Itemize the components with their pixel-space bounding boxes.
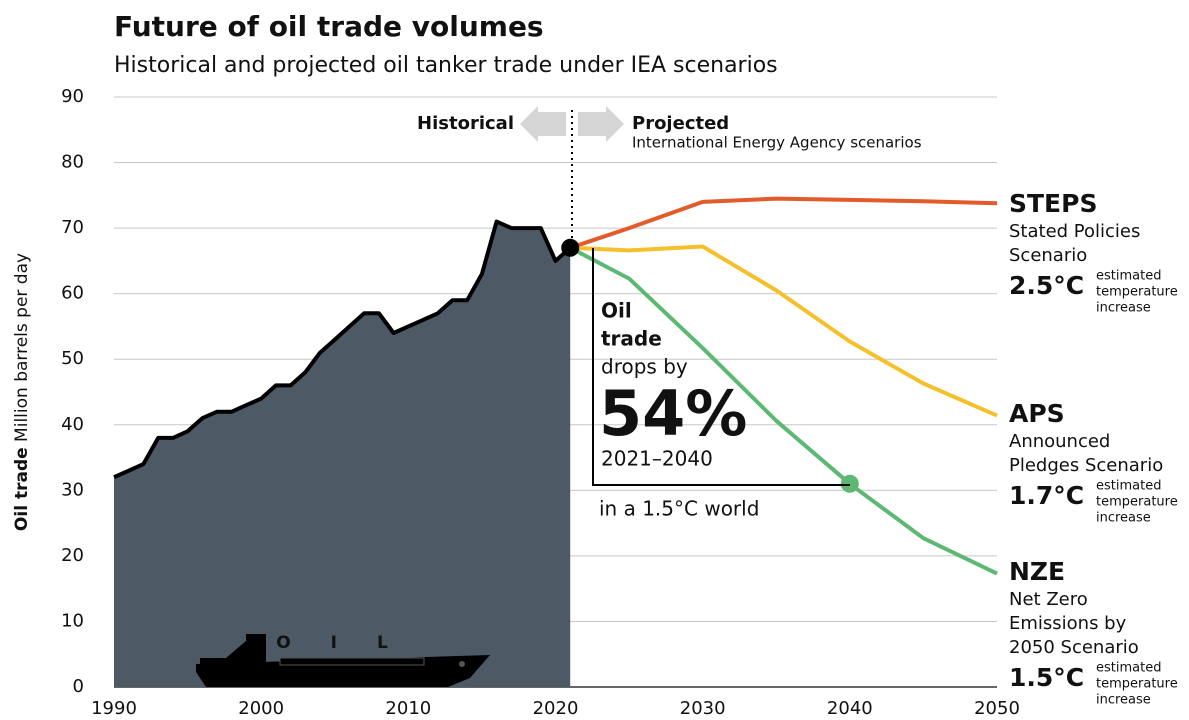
legend: STEPS Stated Policies Scenario 2.5°C estimat… [1009, 189, 1178, 708]
legend-temperature-note: estimated [1096, 479, 1161, 494]
target-point [841, 475, 859, 493]
chart: Future of oil trade volumes Historical a… [0, 0, 1189, 720]
y-tick-label: 70 [61, 217, 84, 238]
legend-temperature: 1.5°C [1009, 663, 1084, 692]
y-tick-label: 20 [61, 545, 84, 566]
callout-heading: trade [601, 327, 662, 351]
legend-temperature: 1.7°C [1009, 481, 1084, 510]
historical-area [114, 222, 570, 687]
y-tick-label: 80 [61, 152, 84, 173]
callout-text: drops by [601, 355, 688, 379]
y-tick-label: 60 [61, 283, 84, 304]
x-tick-label: 1990 [91, 698, 137, 719]
x-tick-label: 2020 [533, 698, 579, 719]
historical-label: Historical [417, 113, 514, 134]
legend-temperature-note: estimated [1096, 661, 1161, 676]
y-tick-label: 90 [61, 86, 84, 107]
y-axis-title-bold: Oil trade [12, 447, 32, 531]
callout-value: 54% [599, 377, 747, 450]
legend-description: 2050 Scenario [1009, 637, 1139, 658]
x-tick-label: 2000 [238, 698, 284, 719]
legend-description: Pledges Scenario [1009, 455, 1163, 476]
arrow-left [520, 106, 566, 142]
y-tick-label: 50 [61, 348, 84, 369]
y-tick-label: 40 [61, 414, 84, 435]
plot [114, 199, 997, 687]
ship-porthole [459, 661, 465, 667]
legend-description: Announced [1009, 431, 1110, 452]
x-tick-label: 2040 [827, 698, 873, 719]
callout-period: 2021–2040 [601, 447, 713, 471]
x-tick-label: 2030 [680, 698, 726, 719]
legend-temperature-note: increase [1096, 511, 1151, 526]
projected-label: Projected [632, 113, 729, 134]
y-tick-label: 10 [61, 610, 84, 631]
arrow-right [578, 106, 624, 142]
y-axis-title-unit: Million barrels per day [12, 253, 32, 442]
legend-description: Net Zero [1009, 589, 1088, 610]
legend-temperature-note: temperature [1096, 677, 1178, 692]
series-line [570, 199, 997, 248]
legend-description: Stated Policies [1009, 221, 1140, 242]
legend-temperature-note: temperature [1096, 495, 1178, 510]
current-point [561, 239, 579, 257]
legend-temperature: 2.5°C [1009, 271, 1084, 300]
legend-name: NZE [1009, 557, 1065, 586]
chart-subtitle: Historical and projected oil tanker trad… [114, 53, 778, 78]
ship-label: OIL [276, 633, 428, 653]
chart-title: Future of oil trade volumes [114, 10, 544, 43]
callout-heading: Oil [601, 299, 632, 323]
x-tick-label: 2050 [974, 698, 1020, 719]
legend-temperature-note: temperature [1096, 285, 1178, 300]
legend-temperature-note: increase [1096, 693, 1151, 708]
y-tick-label: 0 [73, 676, 84, 697]
ship-cargo [280, 658, 424, 665]
legend-description: Emissions by [1009, 613, 1127, 634]
legend-name: STEPS [1009, 189, 1097, 218]
x-tick-label: 2010 [385, 698, 431, 719]
legend-temperature-note: estimated [1096, 269, 1161, 284]
projected-sublabel: International Energy Agency scenarios [632, 134, 922, 152]
y-axis-title: Oil trade Million barrels per day [12, 253, 32, 531]
legend-name: APS [1009, 399, 1065, 428]
callout-note: in a 1.5°C world [599, 497, 759, 521]
y-tick-label: 30 [61, 479, 84, 500]
legend-description: Scenario [1009, 245, 1087, 266]
legend-temperature-note: increase [1096, 301, 1151, 316]
